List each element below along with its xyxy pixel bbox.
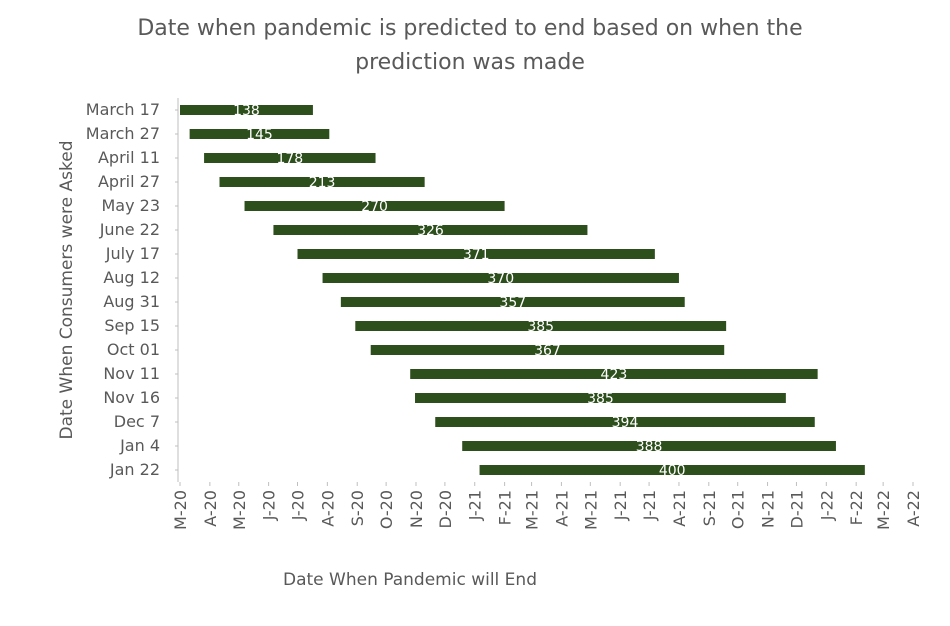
data-label: 370	[487, 271, 514, 287]
x-tick-label: D-20	[436, 490, 455, 528]
x-tick-label: M-22	[874, 490, 893, 530]
y-tick-label: Jan 22	[109, 460, 160, 479]
data-label: 213	[309, 175, 336, 191]
bar	[219, 177, 425, 187]
bar	[479, 465, 865, 475]
bar	[189, 129, 330, 139]
y-tick-label: Aug 31	[103, 292, 160, 311]
data-label: 326	[417, 223, 444, 239]
x-tick-label: J-20	[260, 490, 279, 521]
x-tick-label: M-20	[171, 490, 190, 530]
x-tick-label: J-22	[817, 490, 836, 521]
x-tick-label: M-21	[581, 490, 600, 530]
x-tick-label: F-21	[496, 490, 515, 525]
x-tick-label: N-21	[759, 490, 778, 528]
data-label: 388	[636, 439, 663, 455]
x-tick-label: J-21	[466, 490, 485, 521]
y-tick-label: Sep 15	[104, 316, 160, 335]
x-tick-label: A-21	[552, 490, 571, 527]
x-tick-label: A-20	[201, 490, 220, 527]
x-tick-label: S-20	[348, 490, 367, 526]
x-axis-title: Date When Pandemic will End	[283, 570, 537, 590]
y-tick-label: Aug 12	[103, 268, 160, 287]
bar	[435, 417, 815, 427]
y-tick-label: Jan 4	[119, 436, 160, 455]
x-tick-label: O-20	[377, 490, 396, 529]
data-label: 385	[587, 391, 614, 407]
x-tick-label: S-21	[700, 490, 719, 526]
bar	[244, 201, 505, 211]
y-tick-label: March 27	[86, 124, 160, 143]
bar	[297, 249, 655, 259]
bar	[462, 441, 836, 451]
bar	[415, 393, 786, 403]
y-tick-label: Dec 7	[114, 412, 160, 431]
y-tick-label: Nov 11	[103, 364, 160, 383]
data-label: 394	[612, 415, 639, 431]
data-label: 138	[233, 103, 260, 119]
bar	[355, 321, 727, 331]
data-label: 371	[463, 247, 490, 263]
y-axis-title: Date When Consumers were Asked	[57, 140, 77, 439]
x-tick-label: A-21	[670, 490, 689, 527]
x-tick-label: N-20	[407, 490, 426, 528]
chart-title: Date when pandemic is predicted to end b…	[137, 16, 803, 75]
y-tick-label: May 23	[101, 196, 160, 215]
x-tick-label: A-22	[904, 490, 923, 527]
data-label: 145	[246, 127, 273, 143]
y-tick-label: June 22	[99, 220, 160, 239]
data-label: 400	[659, 463, 686, 479]
data-label: 423	[601, 367, 628, 383]
y-tick-label: Nov 16	[103, 388, 160, 407]
y-tick-label: April 27	[98, 172, 160, 191]
x-tick-label: J-21	[640, 490, 659, 521]
x-tick-label: M-21	[523, 490, 542, 530]
bar	[410, 369, 818, 379]
bar	[340, 297, 685, 307]
data-label: 367	[534, 343, 561, 359]
x-tick-label: J-21	[611, 490, 630, 521]
x-tick-label: F-22	[847, 490, 866, 525]
x-tick-label: D-21	[787, 490, 806, 528]
y-tick-label: April 11	[98, 148, 160, 167]
data-label: 178	[276, 151, 303, 167]
y-tick-label: July 17	[105, 244, 160, 263]
bar	[204, 153, 376, 163]
bar	[370, 345, 725, 355]
x-tick-label: M-20	[230, 490, 249, 530]
bar	[180, 105, 313, 115]
x-tick-label: J-20	[289, 490, 308, 521]
y-tick-label: Oct 01	[107, 340, 160, 359]
x-tick-label: O-21	[729, 490, 748, 529]
bar	[322, 273, 679, 283]
x-tick-label: A-20	[318, 490, 337, 527]
data-label: 385	[527, 319, 554, 335]
data-label: 357	[499, 295, 526, 311]
data-label: 270	[361, 199, 388, 215]
y-tick-label: March 17	[86, 100, 160, 119]
bar	[273, 225, 588, 235]
